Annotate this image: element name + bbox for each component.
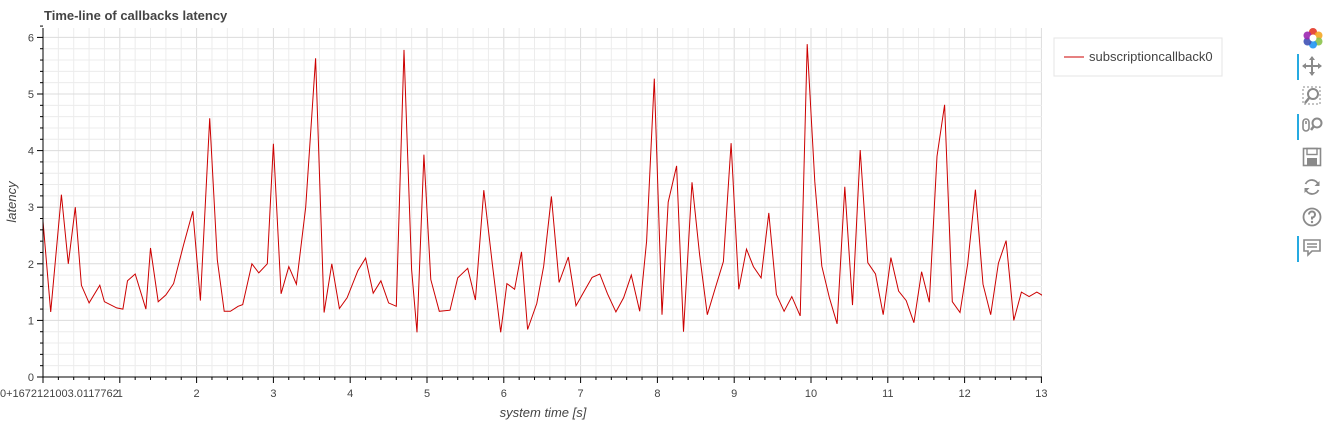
x-tick-label: 3 xyxy=(270,388,276,400)
x-tick-label: 12 xyxy=(958,388,970,400)
y-tick-label: 4 xyxy=(28,146,34,158)
y-tick-label: 3 xyxy=(28,202,34,214)
series-layer xyxy=(43,44,1042,333)
y-tick-label: 6 xyxy=(28,32,34,44)
x-tick-label: 6 xyxy=(501,388,507,400)
bokeh-logo-icon[interactable] xyxy=(1296,24,1327,52)
chart-title: Time-line of callbacks latency xyxy=(44,8,228,23)
x-tick-label: 0+1672121003.0117762 xyxy=(0,388,119,400)
plot-background xyxy=(43,28,1042,377)
box-zoom-tool-button[interactable] xyxy=(1296,83,1327,111)
save-icon xyxy=(1302,147,1322,167)
x-tick-label: 13 xyxy=(1035,388,1047,400)
reset-tool-button[interactable] xyxy=(1296,174,1327,202)
y-tick-label: 2 xyxy=(28,259,34,271)
x-axis-label: system time [s] xyxy=(500,405,587,420)
hover-icon xyxy=(1303,239,1321,257)
axes xyxy=(37,25,1042,383)
series-line-subscriptioncallback0 xyxy=(43,44,1042,333)
x-tick-label: 9 xyxy=(731,388,737,400)
x-tick-label: 7 xyxy=(578,388,584,400)
help-tool-button[interactable] xyxy=(1296,204,1327,232)
y-tick-label: 1 xyxy=(28,315,34,327)
y-tick-label: 5 xyxy=(28,89,34,101)
help-icon xyxy=(1302,207,1322,227)
x-tick-label: 11 xyxy=(882,388,893,400)
wheel-zoom-tool-button[interactable] xyxy=(1296,113,1327,141)
y-axis-label: latency xyxy=(4,180,19,223)
x-tick-label: 2 xyxy=(194,388,200,400)
legend[interactable]: subscriptioncallback0 xyxy=(1053,37,1223,77)
wheel-zoom-icon xyxy=(1302,117,1323,132)
pan-icon xyxy=(1302,56,1322,76)
x-tick-label: 1 xyxy=(117,388,123,400)
x-tick-label: 5 xyxy=(424,388,430,400)
y-tick-label: 0 xyxy=(28,372,34,384)
reset-icon xyxy=(1304,179,1320,195)
x-tick-label: 4 xyxy=(347,388,353,400)
box-zoom-icon xyxy=(1302,86,1321,105)
grid xyxy=(42,28,1042,378)
hover-tool-button[interactable] xyxy=(1296,235,1327,263)
save-tool-button[interactable] xyxy=(1296,144,1327,172)
plot-area[interactable] xyxy=(43,28,1042,377)
pan-tool-button[interactable] xyxy=(1296,53,1327,81)
x-tick-label: 8 xyxy=(654,388,660,400)
legend-label-subscriptioncallback0: subscriptioncallback0 xyxy=(1089,49,1213,64)
x-tick-label: 10 xyxy=(805,388,817,400)
